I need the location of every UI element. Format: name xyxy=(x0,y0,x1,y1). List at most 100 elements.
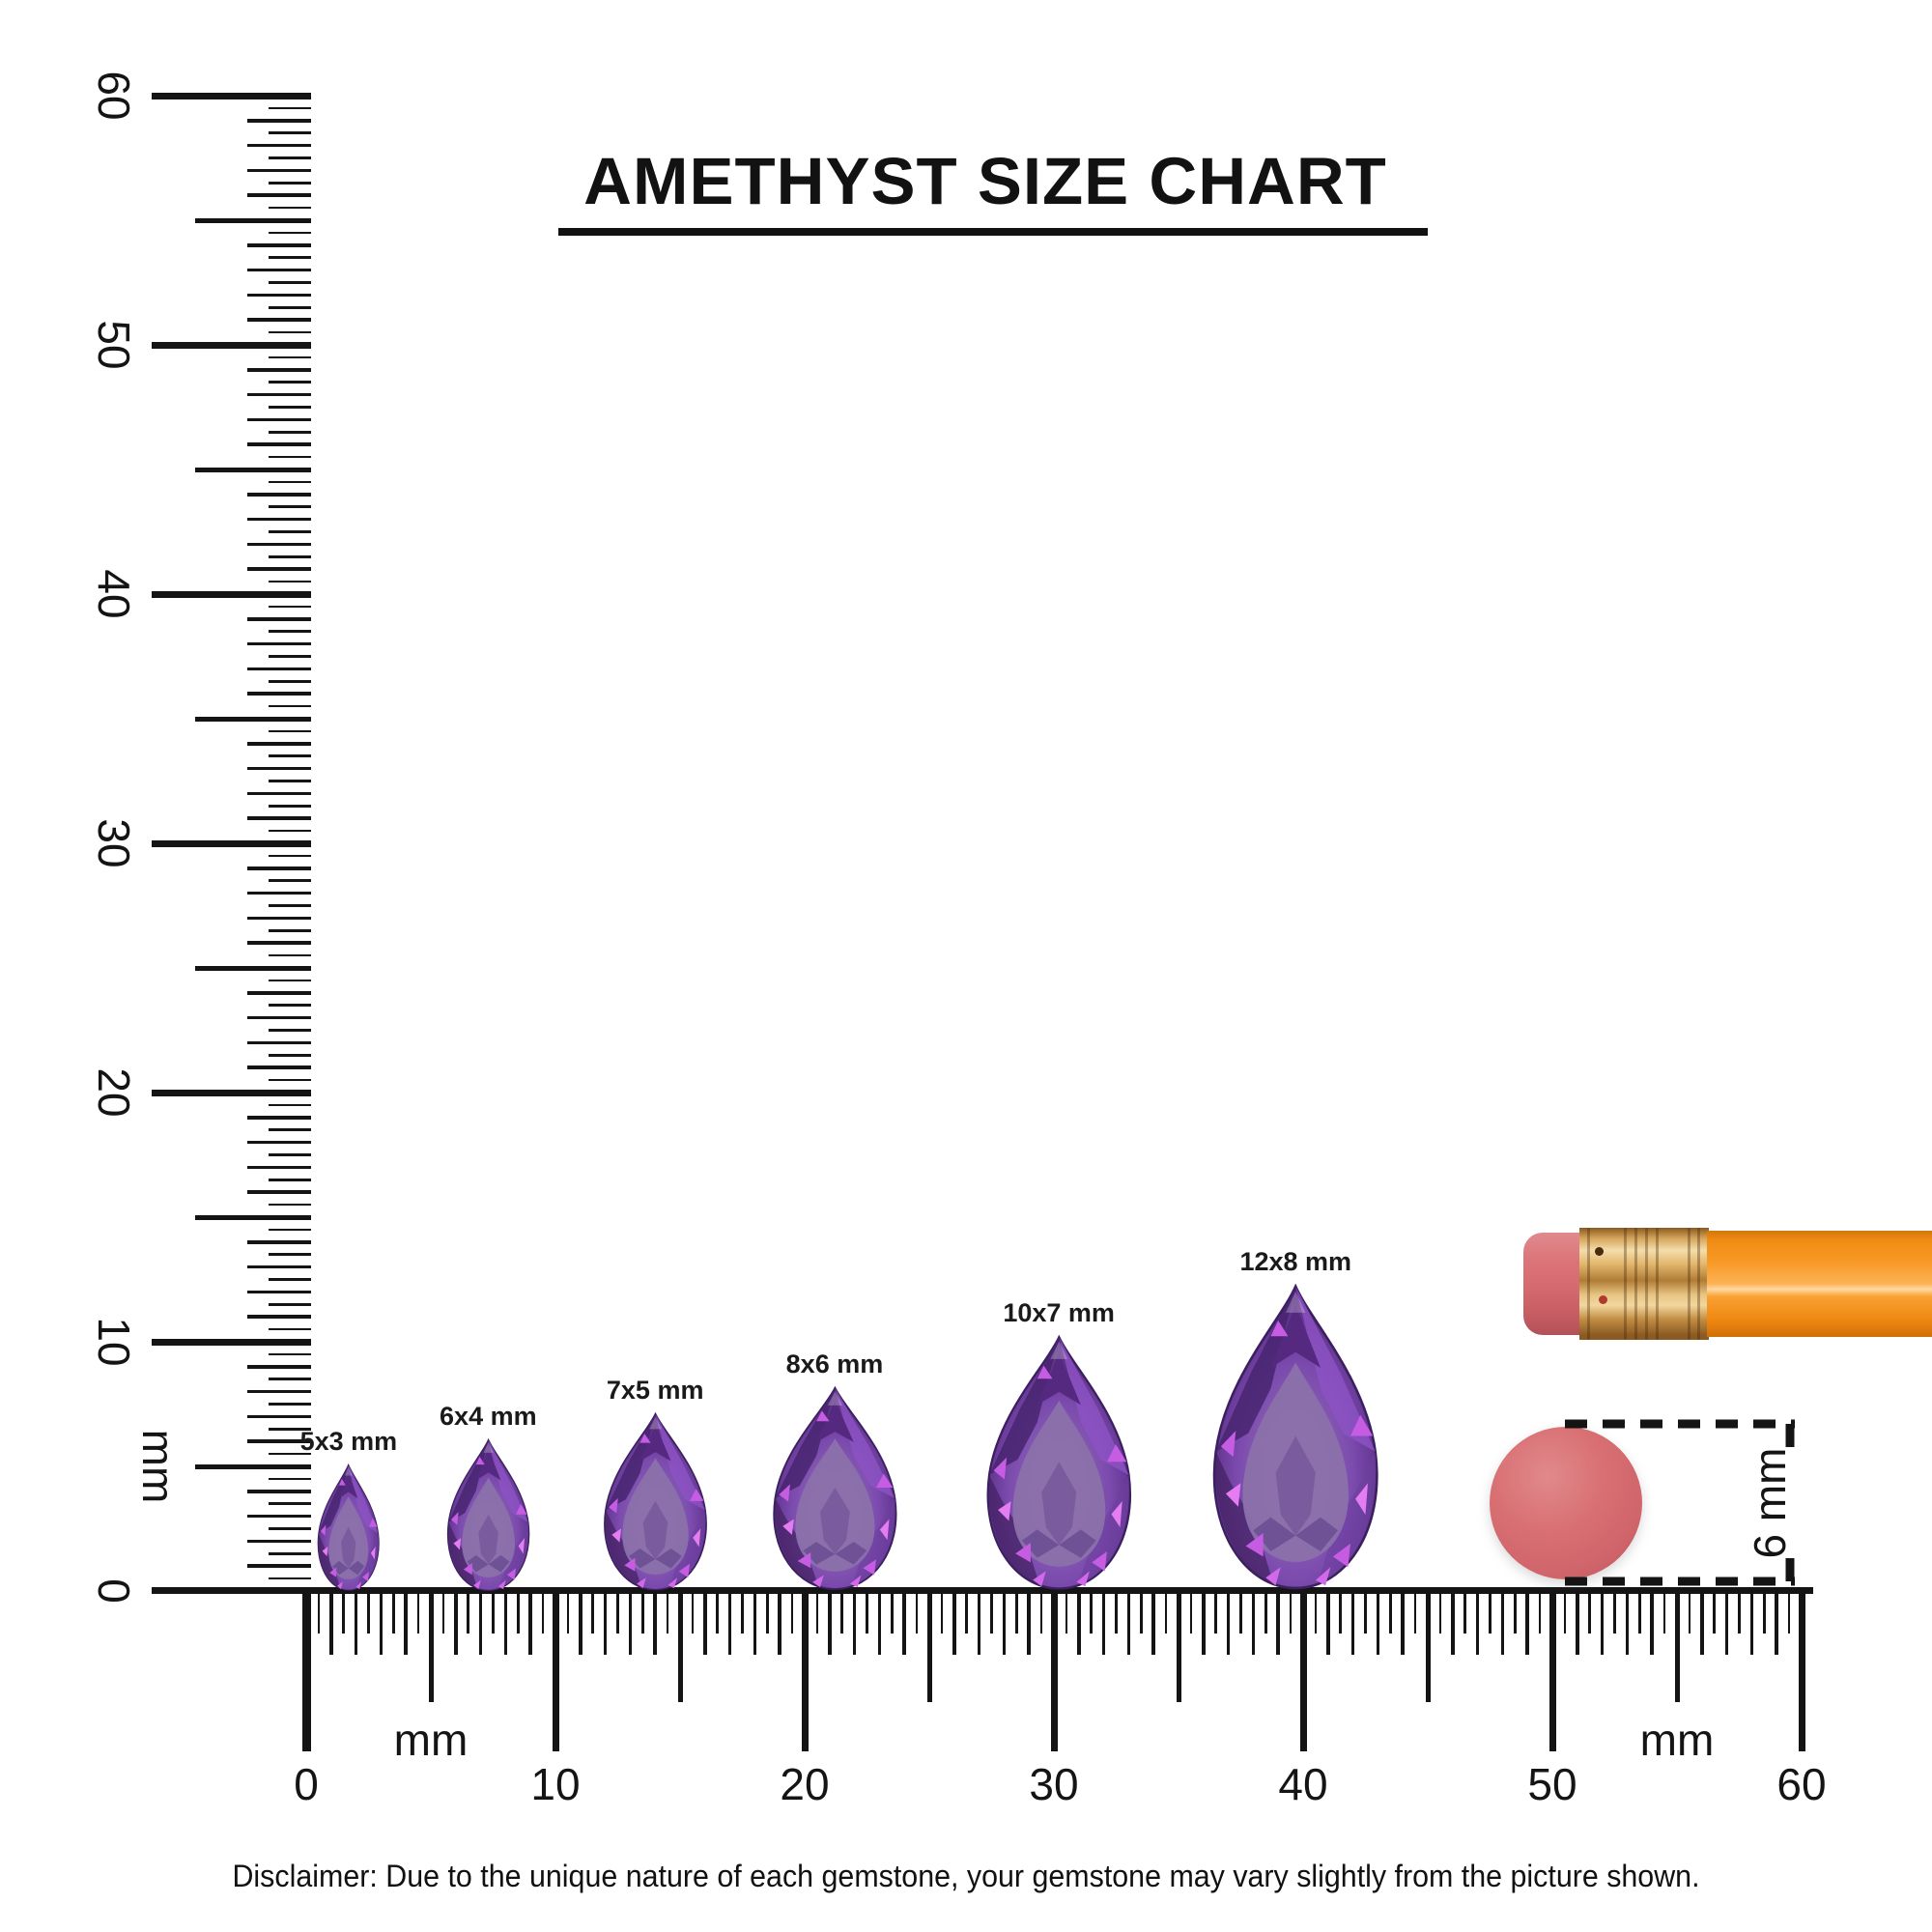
h-ruler-tick xyxy=(727,1591,732,1655)
v-ruler-tick xyxy=(269,1452,311,1456)
h-ruler-unit-label: mm xyxy=(1639,1715,1715,1765)
h-ruler-tick xyxy=(1214,1591,1217,1634)
title-underline xyxy=(558,228,1428,236)
v-ruler-tick xyxy=(247,692,311,696)
h-ruler-tick xyxy=(1176,1591,1181,1702)
pencil-ferrule xyxy=(1579,1228,1709,1340)
v-ruler-tick xyxy=(195,217,311,223)
h-ruler-tick xyxy=(1738,1591,1741,1634)
disclaimer-text: Disclaimer: Due to the unique nature of … xyxy=(232,1859,1700,1893)
v-ruler-tick xyxy=(269,1078,311,1082)
v-ruler-number: 10 xyxy=(89,1317,139,1367)
v-ruler-tick xyxy=(247,1040,311,1045)
h-ruler-tick xyxy=(815,1591,819,1634)
h-ruler-tick xyxy=(1401,1591,1405,1655)
ferrule-crimp-line xyxy=(1688,1228,1690,1340)
v-ruler-tick xyxy=(269,829,311,833)
v-ruler-tick xyxy=(247,517,311,522)
h-ruler-tick xyxy=(1525,1591,1529,1655)
v-ruler-tick xyxy=(269,455,311,459)
h-ruler-tick xyxy=(1065,1591,1068,1634)
h-ruler-tick xyxy=(828,1591,832,1655)
v-ruler-tick xyxy=(247,1065,311,1069)
v-ruler-tick xyxy=(247,392,311,397)
h-ruler-tick xyxy=(517,1591,520,1634)
v-ruler-tick xyxy=(269,355,311,359)
v-ruler-tick xyxy=(195,467,311,472)
disc-measure-dashes xyxy=(1565,1419,1795,1586)
h-ruler-tick xyxy=(891,1591,894,1634)
v-ruler-tick xyxy=(247,1439,311,1443)
gem-size-label: 10x7 mm xyxy=(1003,1297,1115,1327)
ferrule-dot xyxy=(1599,1295,1607,1304)
v-ruler-tick xyxy=(247,867,311,870)
gem-size-label: 6x4 mm xyxy=(440,1401,537,1431)
h-ruler-number: 0 xyxy=(294,1759,319,1809)
h-ruler-tick xyxy=(441,1591,445,1634)
h-ruler-tick xyxy=(392,1591,395,1634)
h-ruler-tick xyxy=(1548,1591,1556,1751)
h-ruler-tick xyxy=(1638,1591,1641,1634)
h-ruler-tick xyxy=(467,1591,469,1634)
h-ruler-tick xyxy=(354,1591,358,1655)
v-ruler-tick xyxy=(269,1278,311,1281)
h-ruler-tick xyxy=(778,1591,781,1655)
v-ruler-tick xyxy=(247,119,311,123)
h-ruler-tick xyxy=(1700,1591,1704,1655)
h-ruler-tick xyxy=(1015,1591,1018,1634)
v-ruler-tick xyxy=(195,1214,311,1220)
v-ruler-tick xyxy=(269,306,311,309)
v-ruler-tick xyxy=(269,1403,311,1406)
h-ruler-tick xyxy=(1140,1591,1143,1634)
h-ruler-number: 20 xyxy=(780,1759,830,1809)
v-ruler-tick xyxy=(269,1153,311,1156)
gem-size-label: 12x8 mm xyxy=(1239,1246,1352,1276)
gem-size-label: 8x6 mm xyxy=(785,1350,884,1379)
h-ruler-tick xyxy=(952,1591,956,1655)
pencil-eraser xyxy=(1523,1233,1585,1335)
v-ruler-tick xyxy=(269,530,311,533)
ferrule-crimp-line xyxy=(1645,1228,1648,1340)
v-ruler-tick xyxy=(269,1103,311,1107)
v-ruler-tick xyxy=(247,667,311,671)
h-ruler-tick xyxy=(691,1591,695,1634)
v-ruler-tick xyxy=(269,1477,311,1481)
h-ruler-tick xyxy=(703,1591,707,1655)
h-ruler-tick xyxy=(1787,1591,1791,1634)
h-ruler-tick xyxy=(379,1591,384,1655)
v-ruler-tick xyxy=(247,1315,311,1319)
ferrule-crimp-line xyxy=(1697,1228,1700,1340)
h-ruler-tick xyxy=(1588,1591,1591,1634)
h-ruler-tick xyxy=(677,1591,683,1702)
h-ruler-tick xyxy=(1364,1591,1367,1634)
v-ruler-tick xyxy=(152,341,311,349)
v-ruler-tick xyxy=(269,754,311,757)
h-ruler-tick xyxy=(1538,1591,1542,1634)
h-ruler-tick xyxy=(965,1591,968,1634)
h-ruler-tick xyxy=(926,1591,932,1702)
v-ruler-tick xyxy=(269,805,311,808)
v-ruler-tick xyxy=(269,655,311,658)
v-ruler-tick xyxy=(269,879,311,882)
v-ruler-tick xyxy=(269,1228,311,1232)
v-ruler-tick xyxy=(269,1128,311,1131)
h-ruler-tick xyxy=(1376,1591,1380,1655)
v-ruler-tick xyxy=(269,431,311,434)
gem-size-label: 5x3 mm xyxy=(299,1427,398,1457)
h-ruler-tick xyxy=(1202,1591,1206,1655)
v-ruler-tick xyxy=(247,1389,311,1394)
v-ruler-tick xyxy=(269,381,311,384)
h-ruler-tick xyxy=(1724,1591,1729,1655)
h-ruler-number: 50 xyxy=(1527,1759,1577,1809)
v-ruler-tick xyxy=(247,268,311,272)
v-ruler-tick xyxy=(269,605,311,609)
v-ruler-tick xyxy=(247,617,311,621)
v-ruler-tick xyxy=(269,680,311,683)
v-ruler-tick xyxy=(152,92,311,99)
v-ruler-tick xyxy=(269,580,311,583)
v-ruler-tick xyxy=(247,816,311,820)
h-ruler-tick xyxy=(329,1591,333,1655)
h-ruler-tick xyxy=(1688,1591,1691,1634)
v-ruler-tick xyxy=(247,742,311,746)
v-ruler-tick xyxy=(269,704,311,708)
